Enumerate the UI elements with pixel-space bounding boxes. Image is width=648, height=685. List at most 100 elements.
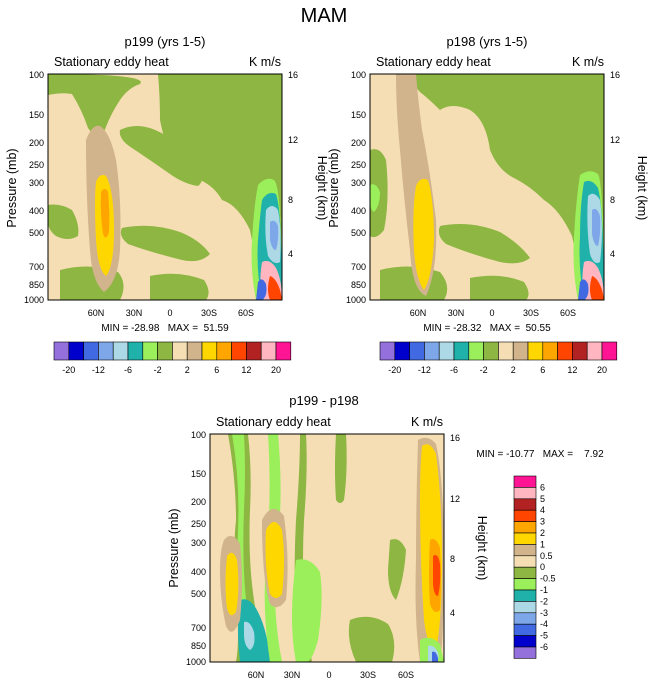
y-tick-label: 300 — [191, 538, 206, 548]
colorbar-top-right: -20 -12 -6 -2 2 6 12 20 — [379, 341, 618, 375]
y2-tick-label: 4 — [450, 608, 455, 618]
contour-red — [268, 276, 282, 300]
colorbar-swatch — [186, 341, 203, 361]
x-tick-label: 0 — [167, 308, 172, 318]
colorbar-swatch — [438, 341, 455, 361]
colorbar-label: 6 — [214, 365, 219, 375]
colorbar-label: -3 — [540, 608, 548, 618]
y2-tick-label: 16 — [610, 70, 620, 80]
y2-tick-label: 12 — [288, 135, 298, 145]
colorbar-swatch — [275, 341, 292, 361]
contour-negative-weak — [120, 225, 210, 262]
y2-tick-label: 8 — [288, 195, 293, 205]
colorbar-swatch — [157, 341, 173, 361]
y-axis-left: 100 150 200 250 300 400 500 700 850 1000… — [5, 70, 44, 305]
y-tick-label: 700 — [351, 262, 366, 272]
x-axis: 60N 30N 0 30S 60S — [88, 308, 254, 318]
y-tick-label: 150 — [351, 110, 366, 120]
contour-positive-medium — [413, 178, 434, 290]
contour-light-green — [292, 559, 322, 662]
y-tick-label: 850 — [351, 280, 366, 290]
colorbar-swatch — [527, 341, 544, 361]
y-tick-label: 850 — [191, 641, 206, 651]
colorbar-label: 5 — [540, 494, 545, 504]
y-axis-left: 100 150 200 250 300 400 500 700 850 1000… — [167, 430, 206, 667]
x-tick-label: 60S — [238, 308, 254, 318]
colorbar-swatch — [572, 341, 588, 361]
y-tick-label: 250 — [351, 160, 366, 170]
y-tick-label: 200 — [351, 138, 366, 148]
y-tick-label: 100 — [351, 70, 366, 80]
y-tick-label: 150 — [29, 110, 44, 120]
x-tick-label: 30S — [360, 670, 376, 680]
y-tick-label: 400 — [351, 206, 366, 216]
panel-units: K m/s — [249, 55, 281, 69]
colorbar-label: 0.5 — [540, 551, 553, 561]
colorbar-label: -0.5 — [540, 574, 556, 584]
contour-negative-weak — [335, 434, 347, 503]
colorbar-swatch — [498, 341, 514, 361]
panel-p199: p199 (yrs 1-5) Stationary eddy heat K m/… — [5, 34, 329, 375]
panel-difference: p199 - p198 Stationary eddy heat K m/s — [167, 393, 604, 680]
y-axis-left: 100 150 200 250 300 400 500 700 850 1000… — [327, 70, 366, 305]
page-title: MAM — [301, 5, 348, 27]
colorbar-label: -12 — [418, 365, 431, 375]
panel-title: p199 - p198 — [289, 393, 358, 408]
contour-blue-dark — [578, 279, 589, 300]
y-tick-label: 200 — [29, 138, 44, 148]
contour-light-green-small — [370, 184, 380, 212]
colorbar-swatch — [53, 341, 70, 361]
y2-tick-label: 8 — [450, 554, 455, 564]
min-max-readout: MIN = -10.77 MAX = 7.92 — [476, 449, 604, 460]
colorbar-swatch — [513, 612, 537, 625]
colorbar-swatch — [513, 487, 537, 500]
y-axis-right: 16 12 8 4 Height (km) — [610, 70, 648, 259]
x-tick-label: 60N — [410, 308, 427, 318]
colorbar-swatch — [513, 589, 537, 602]
colorbar-swatch — [513, 578, 537, 591]
colorbar-swatch — [246, 341, 262, 361]
panel-units: K m/s — [572, 55, 604, 69]
min-max-readout: MIN = -28.98 MAX = 51.59 — [101, 323, 229, 334]
colorbar-swatch — [513, 532, 537, 545]
colorbar-swatch — [513, 544, 537, 557]
x-tick-label: 30N — [284, 670, 301, 680]
colorbar-swatch — [172, 341, 188, 361]
colorbar-swatch — [513, 498, 537, 511]
colorbar-swatch — [512, 341, 529, 361]
y-axis-title: Pressure (mb) — [167, 508, 181, 587]
y-tick-label: 500 — [29, 228, 44, 238]
colorbar-swatch — [513, 635, 537, 648]
x-tick-label: 30S — [201, 308, 217, 318]
colorbar-swatch — [68, 341, 84, 361]
panel-subtitle: Stationary eddy heat — [376, 55, 491, 69]
colorbar-swatch — [216, 341, 232, 361]
contour-positive-medium — [225, 552, 239, 616]
colorbar-label: 2 — [185, 365, 190, 375]
y-tick-label: 150 — [191, 469, 206, 479]
contour-field — [48, 74, 282, 300]
colorbar-label: 6 — [540, 482, 545, 492]
y2-tick-label: 16 — [288, 70, 298, 80]
colorbar-label: -6 — [450, 365, 458, 375]
colorbar-swatch — [513, 623, 537, 636]
y-tick-label: 850 — [29, 280, 44, 290]
y-tick-label: 1000 — [186, 657, 206, 667]
colorbar-label: 20 — [271, 365, 281, 375]
y-tick-label: 400 — [29, 206, 44, 216]
contour-negative-weak — [388, 539, 406, 600]
x-tick-label: 30N — [126, 308, 143, 318]
y-tick-label: 500 — [191, 589, 206, 599]
colorbar-swatch — [586, 341, 603, 361]
colorbar-label: 6 — [540, 365, 545, 375]
colorbar-swatch — [513, 521, 537, 534]
colorbar-swatch — [127, 341, 144, 361]
y-tick-label: 700 — [191, 623, 206, 633]
y-axis-right: 16 12 8 4 Height (km) — [288, 70, 329, 259]
colorbar-swatch — [601, 341, 618, 361]
y2-tick-label: 12 — [610, 135, 620, 145]
colorbar-label: -2 — [540, 596, 548, 606]
panel-units: K m/s — [411, 415, 443, 429]
contour-negative-weak — [348, 616, 395, 662]
colorbar-label: -4 — [540, 619, 548, 629]
